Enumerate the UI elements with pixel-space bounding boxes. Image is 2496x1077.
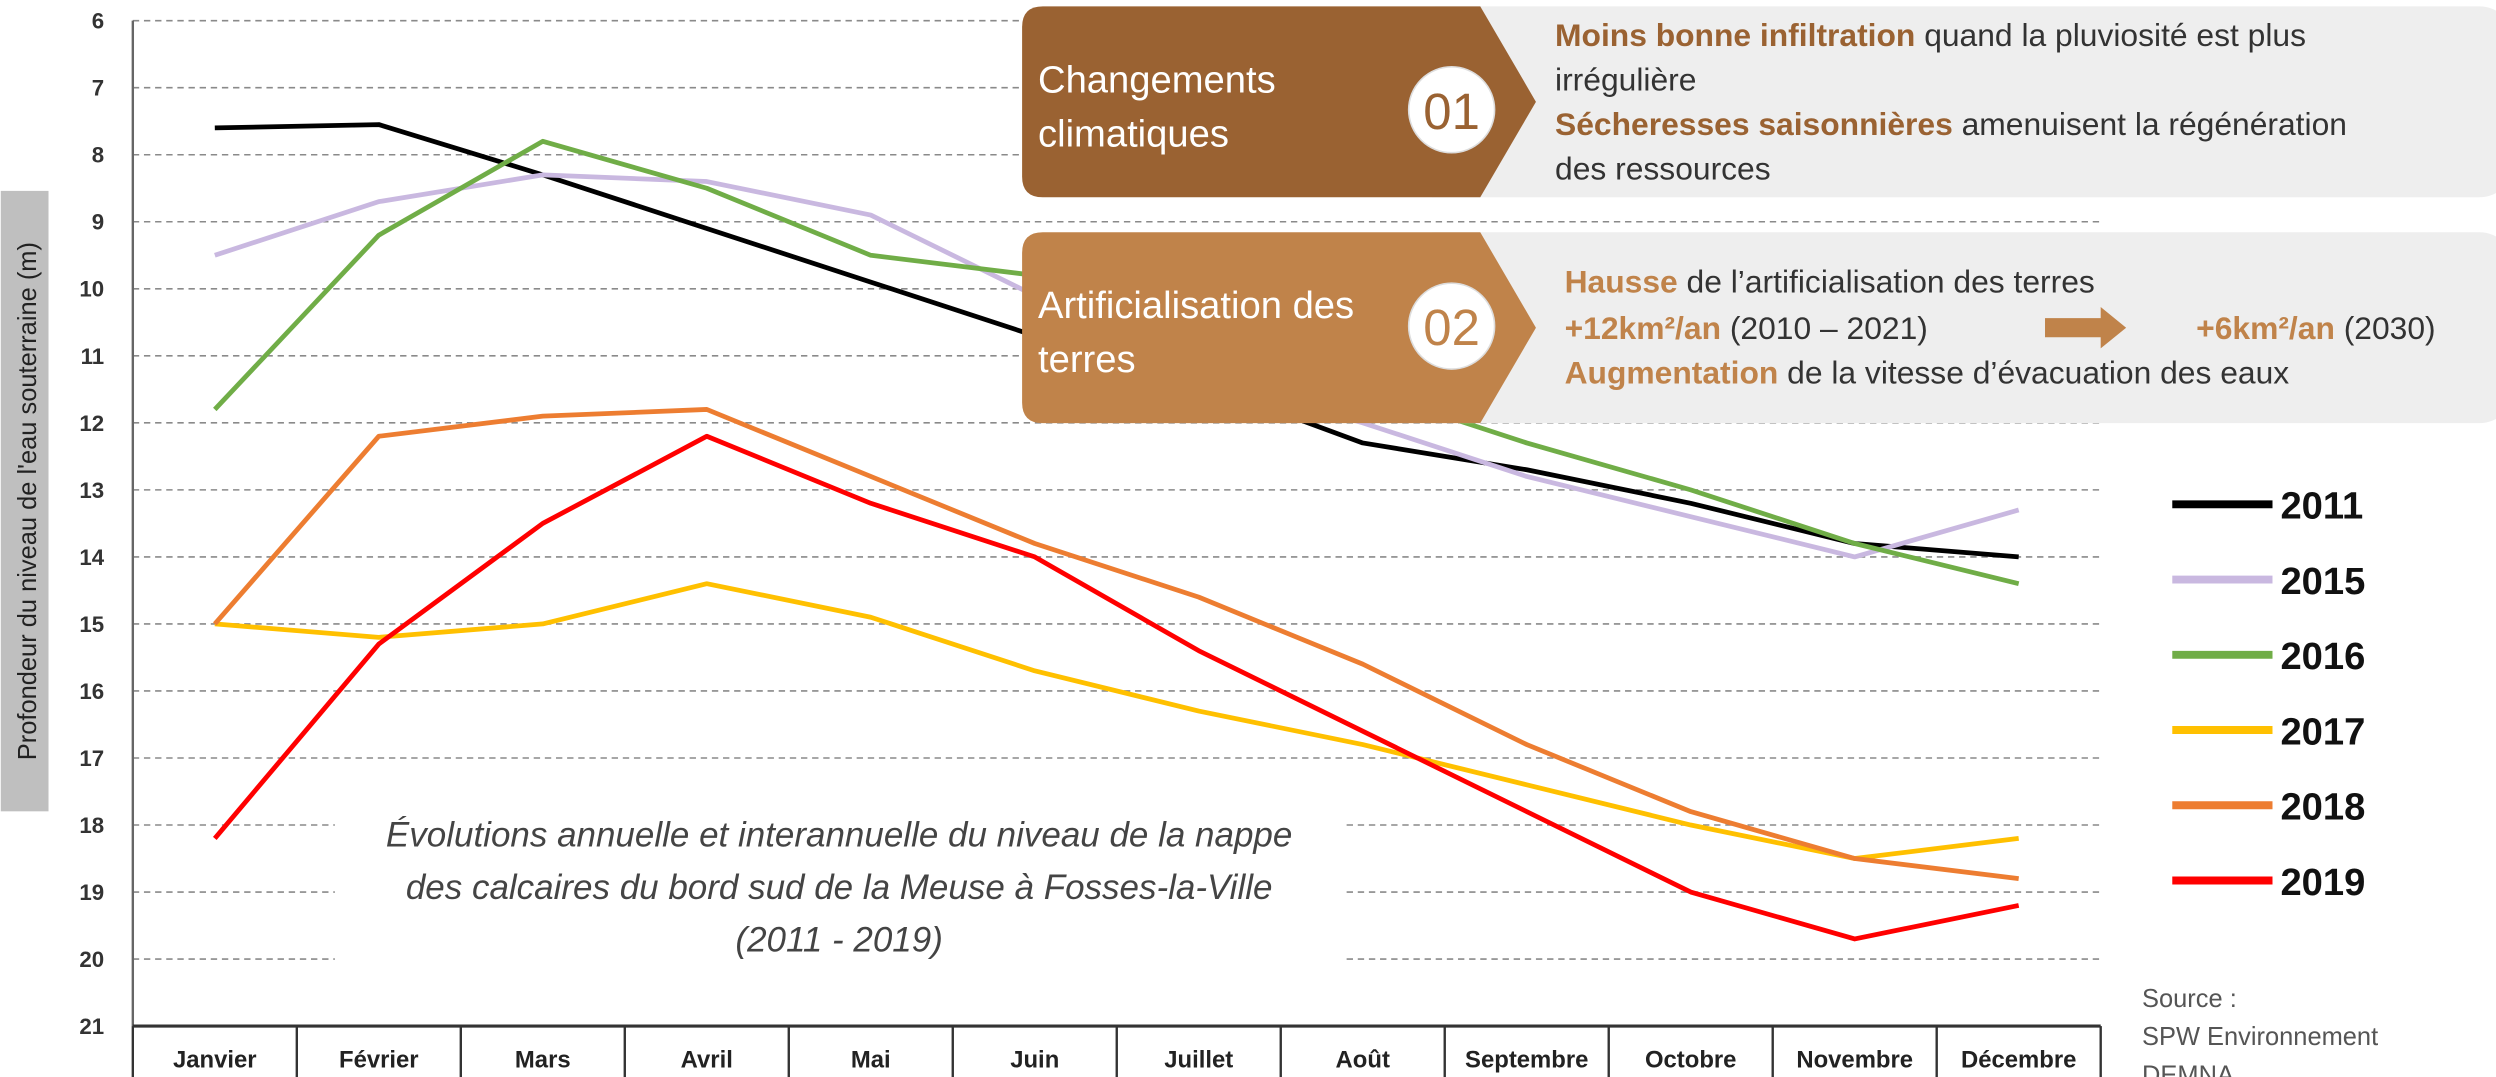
card-badge: [1407, 282, 1496, 370]
y-tick-label: 18: [79, 813, 104, 838]
bold-text: +12km²/an: [1565, 310, 1721, 346]
card-line: Hausse de l’artificialisation des terres: [1565, 264, 2095, 300]
legend-label: 2017: [2280, 710, 2365, 753]
text: amenuisent la régénération: [1953, 106, 2347, 142]
x-tick-label: Août: [1336, 1046, 1390, 1073]
x-tick-label: Juin: [1010, 1046, 1059, 1073]
card-line: +12km²/an (2010 – 2021): [1565, 310, 1928, 346]
y-axis-label: Profondeur du niveau de l'eau souterrain…: [14, 242, 42, 760]
text: quand la pluviosité est plus: [1915, 17, 2306, 53]
y-tick-label: 14: [79, 545, 104, 570]
card-header: [1022, 6, 1536, 198]
source-line: Source :: [2142, 985, 2237, 1013]
bold-text: Augmentation: [1565, 354, 1779, 390]
source-line: SPW Environnement: [2142, 1023, 2378, 1051]
y-tick-label: 7: [92, 76, 104, 101]
x-tick-label: Février: [339, 1046, 419, 1073]
y-tick-label: 9: [92, 210, 104, 235]
annotation-line: des calcaires du bord sud de la Meuse à …: [406, 868, 1273, 907]
x-tick-label: Décembre: [1961, 1046, 2076, 1073]
x-tick-label: Juillet: [1164, 1046, 1233, 1073]
x-tick-label: Janvier: [173, 1046, 257, 1073]
card-title: Artificialisation des: [1038, 284, 1354, 327]
y-tick-label: 12: [79, 411, 104, 436]
series-line: [212, 433, 2020, 942]
x-tick-label: Novembre: [1796, 1046, 1913, 1073]
card-badge: [1407, 66, 1496, 154]
text: de la vitesse d’évacuation des eaux: [1778, 354, 2289, 390]
x-tick-label: Mai: [851, 1046, 891, 1073]
text: (2010 – 2021): [1721, 310, 1928, 346]
legend-label: 2015: [2280, 560, 2365, 603]
card-line: Moins bonne infiltration quand la pluvio…: [1555, 17, 2306, 53]
text: (2030): [2335, 310, 2436, 346]
y-tick-label: 13: [79, 478, 104, 503]
card: Artificialisation des terres 02 Hausse d…: [1022, 232, 2496, 424]
annotation-line: Évolutions annuelle et interannuelle du …: [386, 815, 1292, 854]
y-tick-label: 19: [79, 880, 104, 905]
bold-text: Sécheresses saisonnières: [1555, 106, 1953, 142]
card-number: 01: [1423, 83, 1480, 140]
legend-label: 2018: [2280, 786, 2365, 829]
series-line: [213, 407, 2019, 882]
card-line: Augmentation de la vitesse d’évacuation …: [1565, 354, 2290, 390]
bold-text: Moins bonne infiltration: [1555, 17, 1915, 53]
card-line: irrégulière: [1555, 62, 1696, 98]
bold-text: +6km²/an: [2196, 310, 2335, 346]
annotation: Évolutions annuelle et interannuelle du …: [386, 815, 1292, 959]
card-title: climatiques: [1038, 112, 1229, 155]
x-tick-label: Mars: [515, 1046, 571, 1073]
legend-label: 2019: [2280, 861, 2365, 904]
y-tick-label: 21: [79, 1014, 104, 1039]
y-tick-label: 17: [79, 746, 104, 771]
bold-text: Hausse: [1565, 264, 1678, 300]
source: Source : SPW Environnement DEMNA: [2142, 985, 2378, 1077]
card-line: des ressources: [1555, 151, 1771, 187]
x-tick-label: Avril: [681, 1046, 733, 1073]
card-line: +6km²/an (2030): [2196, 310, 2436, 346]
annotation-bg: [334, 803, 1346, 971]
arrow: [2045, 307, 2127, 349]
card-header: [1022, 232, 1536, 424]
series-line: [214, 581, 2019, 861]
card: Changements climatiques 01 Moins bonne i…: [1022, 6, 2496, 198]
x-tick-label: Octobre: [1645, 1046, 1736, 1073]
y-tick-label: 20: [79, 947, 104, 972]
y-tick-label: 6: [92, 9, 104, 34]
text: de l’artificialisation des terres: [1678, 264, 2095, 300]
legend-label: 2016: [2280, 635, 2365, 678]
card-number: 02: [1423, 299, 1480, 356]
y-tick-label: 15: [79, 612, 104, 637]
card-line: Sécheresses saisonnières amenuisent la r…: [1555, 106, 2347, 142]
card-panel: [1400, 232, 2496, 424]
card-title: Changements: [1038, 58, 1276, 101]
card-title: terres: [1038, 338, 1136, 381]
source-line: DEMNA: [2142, 1061, 2234, 1077]
y-tick-label: 16: [79, 679, 104, 704]
x-tick-label: Septembre: [1465, 1046, 1588, 1073]
y-tick-label: 8: [92, 143, 104, 168]
y-tick-label: 11: [81, 344, 105, 369]
card-panel: [1400, 6, 2496, 198]
y-tick-label: 10: [79, 277, 104, 302]
legend-label: 2011: [2280, 485, 2363, 528]
annotation-line: (2011 - 2019): [735, 920, 942, 959]
ylabel-bg: [0, 190, 49, 812]
